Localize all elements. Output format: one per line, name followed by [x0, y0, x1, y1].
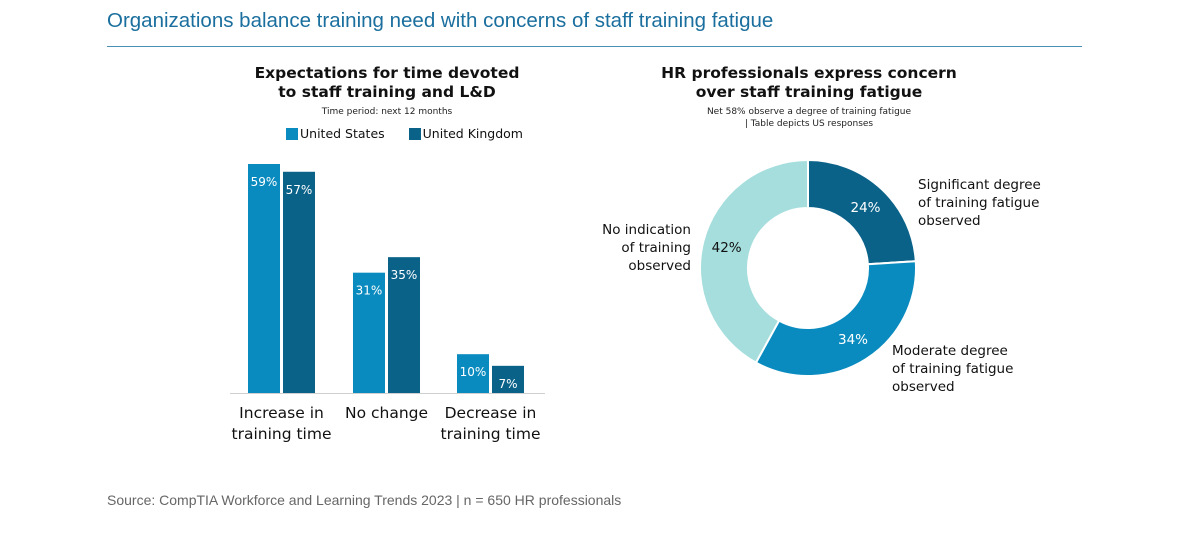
- donut-pct-label: 24%: [850, 200, 880, 216]
- bar-value-label: 35%: [391, 268, 418, 282]
- slice-label-line: No indication: [602, 222, 691, 238]
- bar-value-label: 31%: [356, 284, 383, 298]
- category-label-line: Decrease in: [444, 404, 537, 422]
- donut-chart-title: HR professionals express concern over st…: [650, 64, 968, 102]
- bar-chart-title-line1: Expectations for time devoted: [254, 64, 520, 82]
- donut-chart-title-line2: over staff training fatigue: [695, 83, 923, 101]
- slice-label-line: of training: [621, 240, 691, 256]
- slice-label-line: observed: [892, 379, 955, 395]
- bar-us: [353, 272, 385, 393]
- legend-swatch-us: [286, 127, 298, 140]
- legend-swatch-uk: [408, 127, 421, 140]
- category-label-line: training time: [231, 425, 332, 443]
- slice-label-line: Moderate degree: [892, 343, 1008, 359]
- slice-label-significant: Significant degree of training fatigue o…: [918, 176, 1041, 230]
- source-note: Source: CompTIA Workforce and Learning T…: [107, 492, 622, 508]
- category-label: Increase in training time: [217, 403, 347, 445]
- donut-pct-label: 42%: [712, 240, 742, 256]
- legend-item-uk: United Kingdom: [408, 126, 523, 141]
- page-title: Organizations balance training need with…: [107, 9, 774, 32]
- donut-slice-moderate: [754, 260, 917, 377]
- category-label-line: No change: [344, 404, 429, 422]
- donut-chart-title-line1: HR professionals express concern: [661, 64, 957, 82]
- donut-pct-label: 34%: [838, 332, 868, 348]
- bar-chart-legend: United States United Kingdom: [286, 126, 523, 141]
- slice-label-line: observed: [628, 258, 691, 274]
- legend-label-uk: United Kingdom: [422, 126, 523, 141]
- bar-uk: [283, 171, 315, 393]
- category-label: Decrease in training time: [426, 403, 556, 445]
- bar-uk: [492, 365, 524, 393]
- title-divider: [107, 46, 1082, 47]
- donut-subtitle-line2: | Table depicts US responses: [744, 119, 874, 129]
- slice-label-line: Significant degree: [918, 177, 1041, 193]
- bar-uk: [388, 257, 420, 393]
- category-label: No change: [322, 403, 452, 424]
- bar-us: [248, 164, 280, 393]
- slice-label-none: No indication of training observed: [560, 221, 691, 275]
- category-label-line: training time: [440, 425, 541, 443]
- slice-label-line: of training fatigue: [892, 361, 1014, 377]
- bar-chart-subtitle: Time period: next 12 months: [321, 107, 453, 117]
- bar-value-label: 7%: [498, 377, 517, 391]
- donut-subtitle-line1: Net 58% observe a degree of training fat…: [706, 107, 912, 117]
- bar-chart-title: Expectations for time devoted to staff t…: [236, 64, 538, 102]
- bar-chart-title-line2: to staff training and L&D: [278, 83, 496, 101]
- slice-label-moderate: Moderate degree of training fatigue obse…: [892, 342, 1013, 396]
- bar-value-label: 57%: [286, 183, 313, 197]
- legend-label-us: United States: [300, 126, 385, 141]
- donut-slice-none: [699, 158, 809, 365]
- bar-value-label: 59%: [251, 175, 278, 189]
- bar-value-label: 10%: [460, 365, 487, 379]
- slice-label-line: of training fatigue: [918, 195, 1040, 211]
- slice-label-line: observed: [918, 213, 981, 229]
- category-label-line: Increase in: [239, 404, 324, 422]
- donut-chart-subtitle: Net 58% observe a degree of training fat…: [650, 106, 968, 130]
- legend-item-us: United States: [286, 126, 385, 141]
- bar-us: [457, 354, 489, 393]
